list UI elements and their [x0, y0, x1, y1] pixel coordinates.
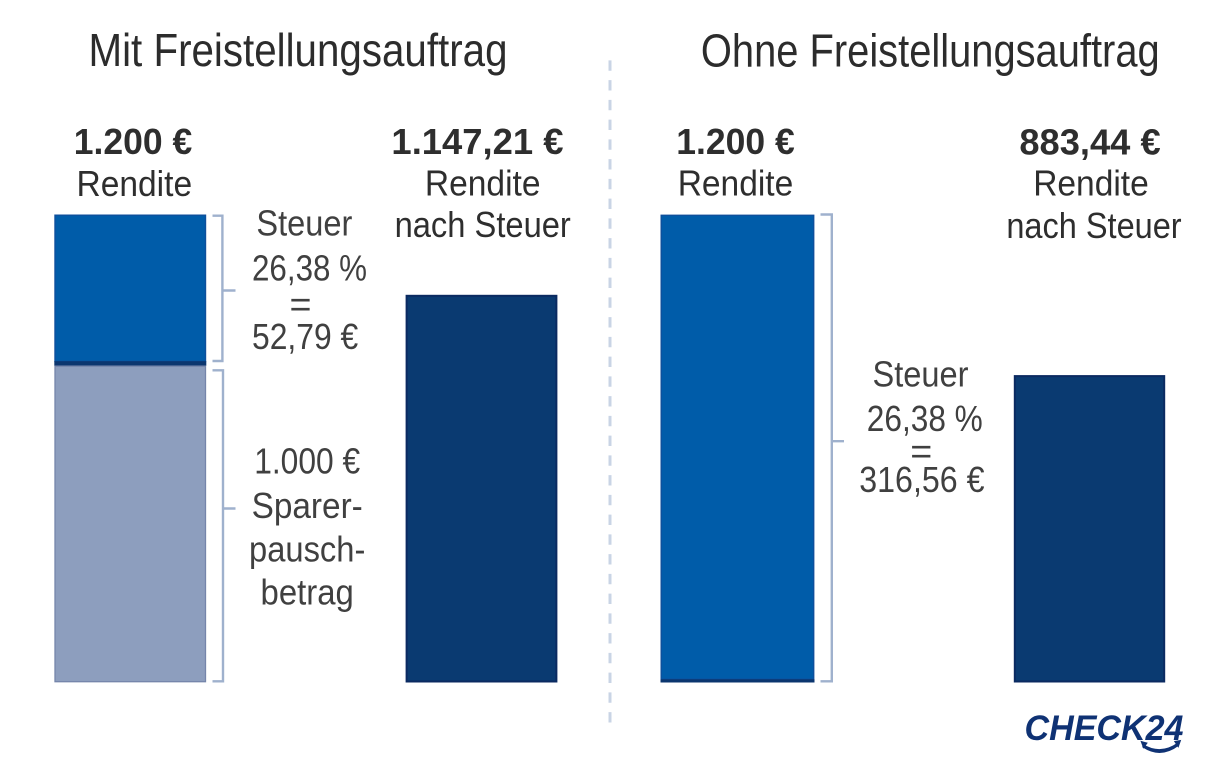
svg-text:52,79 €: 52,79 € [252, 316, 358, 357]
svg-text:883,44 €: 883,44 € [1019, 122, 1160, 163]
svg-text:Mit Freistellungsauftrag: Mit Freistellungsauftrag [89, 24, 508, 76]
svg-text:Steuer: Steuer [873, 354, 969, 395]
svg-text:Rendite: Rendite [1033, 163, 1149, 204]
svg-text:316,56 €: 316,56 € [859, 459, 984, 500]
svg-text:Rendite: Rendite [77, 163, 193, 204]
svg-text:Ohne Freistellungsauftrag: Ohne Freistellungsauftrag [701, 25, 1160, 77]
svg-text:1.147,21 €: 1.147,21 € [391, 121, 563, 162]
svg-text:1.000 €: 1.000 € [254, 440, 360, 481]
svg-text:CHECK24: CHECK24 [1025, 709, 1184, 748]
svg-text:Rendite: Rendite [425, 162, 541, 203]
svg-text:=: = [910, 431, 932, 472]
svg-text:betrag: betrag [261, 572, 354, 613]
svg-text:1.200 €: 1.200 € [74, 121, 192, 162]
svg-text:nach Steuer: nach Steuer [1006, 205, 1181, 246]
svg-text:pausch-: pausch- [249, 528, 365, 569]
svg-text:26,38 %: 26,38 % [252, 248, 367, 289]
svg-text:1.200 €: 1.200 € [676, 121, 794, 162]
svg-text:=: = [290, 283, 312, 324]
svg-text:nach Steuer: nach Steuer [395, 204, 571, 245]
svg-text:26,38 %: 26,38 % [867, 398, 983, 439]
svg-text:Rendite: Rendite [678, 163, 794, 204]
svg-text:Steuer: Steuer [256, 202, 352, 243]
svg-text:Sparer-: Sparer- [252, 485, 363, 526]
